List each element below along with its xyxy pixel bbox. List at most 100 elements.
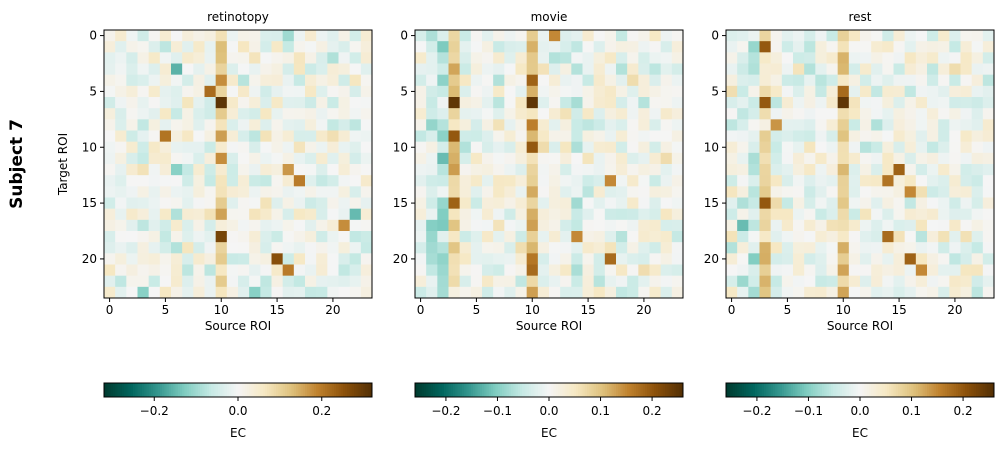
heatmap-cell <box>515 286 527 299</box>
heatmap-cell <box>982 253 995 265</box>
heatmap-cell <box>860 130 872 142</box>
colorbar-segment <box>638 383 641 397</box>
heatmap-cell <box>593 264 606 276</box>
heatmap-cell <box>737 152 749 165</box>
heatmap-cell <box>282 219 295 232</box>
heatmap-cell <box>537 30 550 42</box>
heatmap-cell <box>426 208 438 221</box>
heatmap-cell <box>215 119 228 131</box>
heatmap-cell <box>737 275 749 288</box>
heatmap-cell <box>437 197 449 209</box>
heatmap-cell <box>137 141 149 154</box>
heatmap-cell <box>327 119 339 131</box>
heatmap-cell <box>282 208 295 221</box>
heatmap-cell <box>904 219 917 232</box>
heatmap-cell <box>560 41 572 53</box>
heatmap-cell <box>115 253 127 265</box>
heatmap-cell <box>982 130 995 142</box>
heatmap-cell <box>582 41 594 53</box>
colorbar-segment <box>291 383 295 397</box>
colorbar-segment <box>249 383 252 397</box>
heatmap-cell <box>360 208 373 221</box>
heatmap-cell <box>316 152 328 165</box>
heatmap-cell <box>515 141 527 154</box>
colorbar-segment <box>595 383 599 397</box>
colorbar-segment <box>200 383 203 397</box>
colorbar-segment <box>280 383 284 397</box>
heatmap-cell <box>115 264 127 276</box>
heatmap-cell <box>182 97 194 109</box>
heatmap-cell <box>737 52 749 64</box>
heatmap-cell <box>893 30 905 42</box>
heatmap-cell <box>504 108 516 120</box>
heatmap-cell <box>982 74 995 87</box>
heatmap-cell <box>815 286 827 299</box>
heatmap-cell <box>737 264 749 276</box>
heatmap-cell <box>159 30 172 42</box>
heatmap-cell <box>526 74 539 87</box>
colorbar-segment <box>305 383 308 397</box>
heatmap-cell <box>249 108 261 120</box>
heatmap-cell <box>271 108 283 120</box>
heatmap-cell <box>293 85 306 98</box>
colorbar-segment <box>902 383 906 397</box>
heatmap-cell <box>748 52 760 64</box>
colorbar-tick-label: 0.2 <box>954 404 973 418</box>
heatmap-cell <box>815 164 827 176</box>
heatmap-cell <box>582 219 594 232</box>
colorbar-segment <box>795 383 798 397</box>
heatmap-cell <box>871 152 883 165</box>
heatmap-cell <box>470 164 483 176</box>
heatmap-cell <box>215 141 228 154</box>
heatmap-cell <box>904 41 917 53</box>
heatmap-cell <box>537 186 550 198</box>
heatmap-cell <box>526 231 539 243</box>
heatmap-cell <box>627 108 639 120</box>
colorbar-segment <box>853 383 856 397</box>
heatmap-cell <box>616 264 628 276</box>
heatmap-cell <box>215 97 228 109</box>
colorbar-segment <box>555 383 559 397</box>
heatmap-cell <box>982 85 995 98</box>
colorbar-segment <box>958 383 961 397</box>
heatmap-cell <box>649 85 661 98</box>
colorbar-segment <box>775 383 778 397</box>
colorbar-segment <box>960 383 964 397</box>
heatmap-cell <box>726 52 738 64</box>
colorbar-segment <box>799 383 803 397</box>
heatmap-cell <box>627 197 639 209</box>
heatmap-cell <box>737 219 749 232</box>
colorbar-segment <box>611 383 615 397</box>
heatmap-cell <box>193 108 205 120</box>
heatmap-cell <box>982 52 995 64</box>
heatmap-cell <box>426 119 438 131</box>
heatmap-cell <box>582 108 594 120</box>
heatmap-cell <box>493 275 505 288</box>
colorbar-segment <box>320 383 324 397</box>
heatmap-cell <box>148 97 161 109</box>
heatmap-cell <box>515 74 527 87</box>
heatmap-cell <box>915 152 928 165</box>
heatmap-cell <box>804 286 816 299</box>
heatmap-cell <box>638 119 650 131</box>
heatmap-cell <box>549 141 561 154</box>
heatmap-cell <box>837 186 850 198</box>
colorbar-segment <box>680 383 684 397</box>
heatmap-cell <box>759 264 771 276</box>
heatmap-cell <box>748 175 760 187</box>
colorbar-segment <box>763 383 767 397</box>
heatmap-cell <box>360 85 373 98</box>
heatmap-cell <box>515 130 527 142</box>
heatmap-cell <box>526 130 539 142</box>
heatmap-cell <box>770 63 783 75</box>
heatmap-cell <box>493 197 505 209</box>
heatmap-cell <box>260 85 272 98</box>
heatmap-cell <box>515 231 527 243</box>
heatmap-cell <box>915 164 928 176</box>
colorbar-segment <box>940 383 944 397</box>
colorbar-segment <box>848 383 852 397</box>
heatmap-cell <box>504 208 516 221</box>
heatmap-cell <box>293 152 306 165</box>
heatmap-cell <box>971 108 984 120</box>
heatmap-cell <box>215 41 228 53</box>
